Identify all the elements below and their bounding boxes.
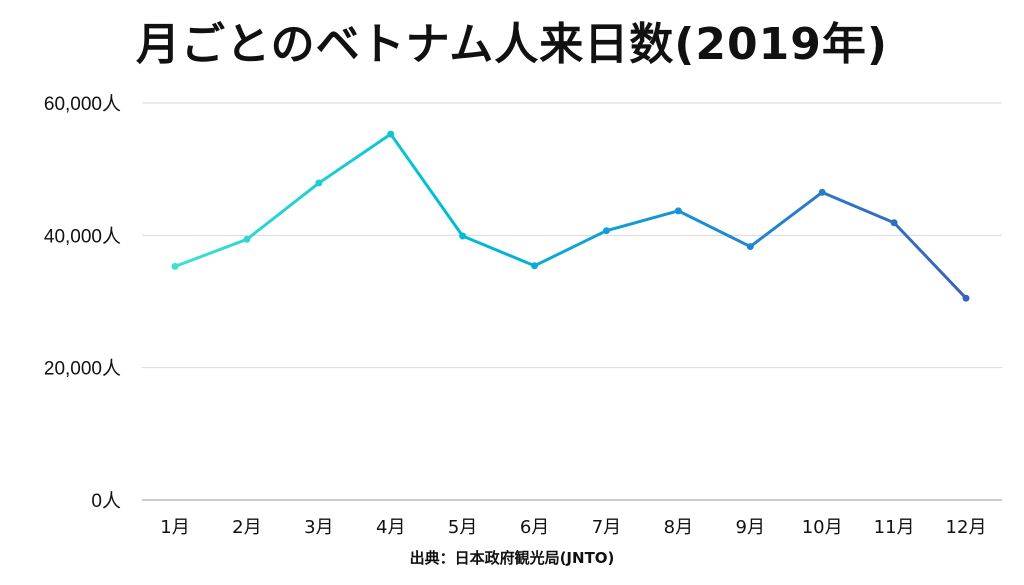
x-tick-label: 9月 — [736, 517, 765, 538]
data-point — [890, 219, 898, 227]
data-points — [171, 130, 970, 302]
x-tick-label: 7月 — [592, 517, 621, 538]
data-point — [962, 294, 970, 302]
data-point — [818, 188, 826, 196]
x-tick-label: 8月 — [664, 517, 693, 538]
x-tick-label: 5月 — [448, 517, 477, 538]
chart-title: 月ごとのベトナム人来日数(2019年) — [136, 19, 888, 70]
y-tick-label: 20,000人 — [44, 358, 121, 380]
data-point — [315, 179, 323, 187]
x-tick-label: 6月 — [520, 517, 549, 538]
data-point — [531, 262, 539, 270]
y-tick-label: 60,000人 — [44, 93, 121, 115]
y-tick-label: 40,000人 — [44, 225, 121, 247]
data-point — [674, 207, 682, 215]
source-note: 出典：日本政府観光局(JNTO) — [409, 549, 615, 567]
x-tick-label: 10月 — [802, 517, 843, 538]
x-tick-label: 2月 — [232, 517, 261, 538]
x-tick-label: 11月 — [874, 517, 915, 538]
x-axis-ticks: 1月 2月 3月 4月 5月 6月 7月 8月 9月 10月 11月 12月 — [160, 517, 986, 538]
data-point — [243, 235, 251, 243]
x-tick-label: 3月 — [304, 517, 333, 538]
data-point — [171, 262, 179, 270]
y-axis-ticks: 0人 20,000人 40,000人 60,000人 — [44, 93, 121, 512]
x-tick-label: 12月 — [946, 517, 987, 538]
data-point — [387, 130, 395, 138]
x-tick-label: 1月 — [160, 517, 189, 538]
data-point — [459, 232, 467, 240]
y-tick-label: 0人 — [91, 490, 121, 512]
grid-lines — [142, 102, 1002, 501]
series-line — [173, 132, 968, 300]
x-tick-label: 4月 — [376, 517, 405, 538]
data-point — [602, 227, 610, 235]
data-point — [746, 243, 754, 251]
